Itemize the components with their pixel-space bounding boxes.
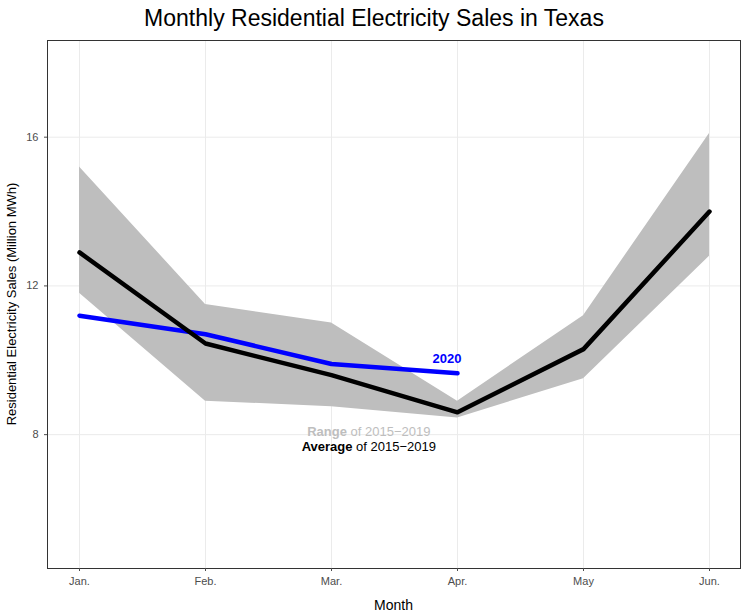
svg-text:8: 8	[32, 428, 38, 440]
svg-text:Jun.: Jun.	[699, 575, 720, 587]
svg-text:Residential Electricity Sales: Residential Electricity Sales (Million M…	[4, 183, 19, 426]
svg-text:Range of 2015−2019: Range of 2015−2019	[307, 424, 430, 439]
svg-text:Apr.: Apr.	[448, 575, 468, 587]
svg-text:16: 16	[26, 131, 38, 143]
svg-text:Average of 2015−2019: Average of 2015−2019	[302, 439, 436, 454]
svg-text:2020: 2020	[433, 351, 462, 366]
html-text:Monthly Residential Electricit: Monthly Residential Electricity Sales in…	[144, 5, 604, 31]
svg-text:Mar.: Mar.	[321, 575, 342, 587]
svg-text:May: May	[573, 575, 594, 587]
svg-text:Jan.: Jan.	[69, 575, 90, 587]
svg-text:12: 12	[26, 279, 38, 291]
svg-text:Feb.: Feb.	[194, 575, 216, 587]
svg-text:Month: Month	[374, 597, 413, 613]
